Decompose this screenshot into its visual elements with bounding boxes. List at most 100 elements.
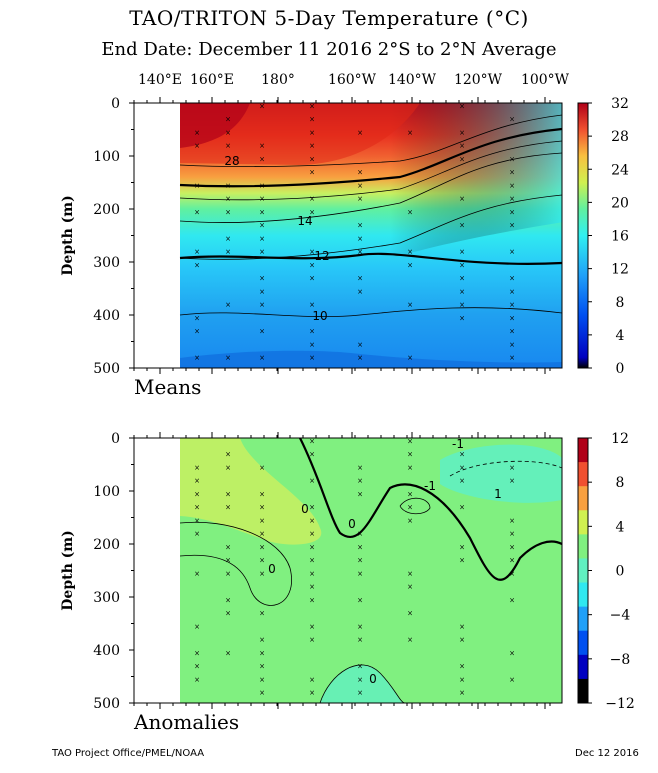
station-marker: × [194, 676, 200, 684]
station-marker: × [407, 636, 413, 644]
station-marker: × [509, 116, 515, 124]
y-tick-label: 200 [93, 537, 120, 553]
station-marker: × [357, 557, 363, 565]
station-marker: × [194, 530, 200, 538]
station-marker: × [357, 689, 363, 697]
station-marker: × [309, 155, 315, 163]
station-marker: × [509, 195, 515, 203]
station-marker: × [357, 235, 363, 243]
colorbar-segment [578, 438, 588, 463]
contour-label: 0 [268, 562, 276, 576]
station-marker: × [225, 451, 231, 459]
station-marker: × [225, 464, 231, 472]
station-marker: × [259, 543, 265, 551]
station-marker: × [459, 195, 465, 203]
station-marker: × [309, 169, 315, 177]
station-marker: × [407, 248, 413, 256]
colorbar-tick-label: 32 [611, 96, 629, 112]
contour-label: 12 [314, 249, 329, 263]
station-marker: × [459, 464, 465, 472]
colorbar-tick-label: 0 [616, 361, 625, 377]
station-marker: × [357, 182, 363, 190]
station-marker: × [259, 676, 265, 684]
station-marker: × [309, 248, 315, 256]
station-marker: × [509, 557, 515, 565]
station-marker: × [357, 288, 363, 296]
station-marker: × [259, 610, 265, 618]
station-marker: × [309, 195, 315, 203]
station-marker: × [309, 676, 315, 684]
station-marker: × [459, 301, 465, 309]
station-marker: × [259, 689, 265, 697]
station-marker: × [509, 477, 515, 485]
station-marker: × [225, 504, 231, 512]
station-marker: × [509, 155, 515, 163]
station-marker: × [309, 504, 315, 512]
station-marker: × [357, 222, 363, 230]
station-marker: × [459, 557, 465, 565]
station-marker: × [509, 649, 515, 657]
station-marker: × [259, 182, 265, 190]
y-tick-label: 500 [93, 361, 120, 377]
colorbar-tick-label: 16 [611, 229, 629, 245]
contour-label: 0 [369, 672, 377, 686]
station-marker: × [357, 676, 363, 684]
station-marker: × [357, 623, 363, 631]
station-marker: × [509, 676, 515, 684]
station-marker: × [194, 182, 200, 190]
station-marker: × [459, 222, 465, 230]
station-marker: × [459, 504, 465, 512]
station-marker: × [309, 328, 315, 336]
station-marker: × [509, 182, 515, 190]
station-marker: × [309, 129, 315, 137]
station-marker: × [459, 314, 465, 322]
station-marker: × [194, 517, 200, 525]
station-marker: × [225, 557, 231, 565]
station-marker: × [357, 530, 363, 538]
station-marker: × [225, 610, 231, 618]
station-marker: × [194, 663, 200, 671]
colorbar-segment [578, 462, 588, 487]
station-marker: × [259, 155, 265, 163]
station-marker: × [259, 570, 265, 578]
y-tick-label: 500 [93, 696, 120, 712]
station-marker: × [194, 649, 200, 657]
colorbar-tick-label: 12 [611, 431, 629, 447]
station-marker: × [407, 517, 413, 525]
station-marker: × [225, 182, 231, 190]
panel-label: Means [134, 375, 201, 399]
station-marker: × [194, 142, 200, 150]
contour-label: 28 [224, 154, 239, 168]
station-marker: × [259, 142, 265, 150]
station-marker: × [509, 464, 515, 472]
station-marker: × [309, 689, 315, 697]
station-marker: × [194, 208, 200, 216]
station-marker: × [509, 543, 515, 551]
station-marker: × [259, 275, 265, 283]
footer-credit: TAO Project Office/PMEL/NOAA [52, 748, 204, 759]
colorbar-segment [578, 510, 588, 535]
station-marker: × [357, 570, 363, 578]
station-marker: × [259, 504, 265, 512]
station-marker: × [509, 169, 515, 177]
station-marker: × [259, 235, 265, 243]
colorbar-tick-label: 4 [616, 328, 625, 344]
station-marker: × [357, 596, 363, 604]
station-marker: × [194, 464, 200, 472]
station-marker: × [509, 222, 515, 230]
station-marker: × [459, 248, 465, 256]
station-marker: × [309, 583, 315, 591]
station-marker: × [225, 543, 231, 551]
y-tick-label: 100 [93, 484, 120, 500]
station-marker: × [309, 530, 315, 538]
station-marker: × [309, 275, 315, 283]
station-marker: × [357, 543, 363, 551]
contour-label: 0 [348, 517, 356, 531]
contour-label: -1 [424, 479, 436, 493]
colorbar-tick-label: 8 [616, 475, 625, 491]
station-marker: × [407, 451, 413, 459]
station-marker: × [407, 301, 413, 309]
station-marker: × [309, 636, 315, 644]
station-marker: × [509, 288, 515, 296]
station-marker: × [259, 328, 265, 336]
